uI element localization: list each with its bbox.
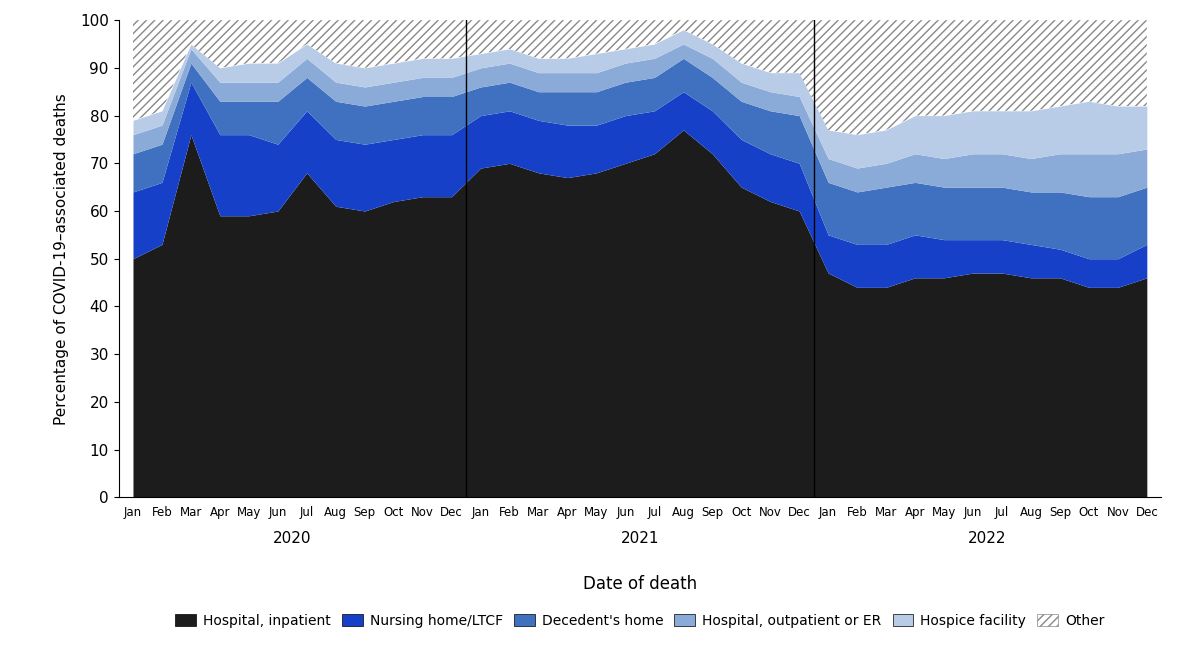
Legend: Hospital, inpatient, Nursing home/LTCF, Decedent's home, Hospital, outpatient or: Hospital, inpatient, Nursing home/LTCF, … [169, 608, 1110, 634]
Text: 2021: 2021 [621, 531, 659, 546]
Y-axis label: Percentage of COVID-19–associated deaths: Percentage of COVID-19–associated deaths [53, 93, 69, 425]
X-axis label: Date of death: Date of death [583, 575, 697, 593]
Text: 2020: 2020 [273, 531, 312, 546]
Text: 2022: 2022 [968, 531, 1007, 546]
